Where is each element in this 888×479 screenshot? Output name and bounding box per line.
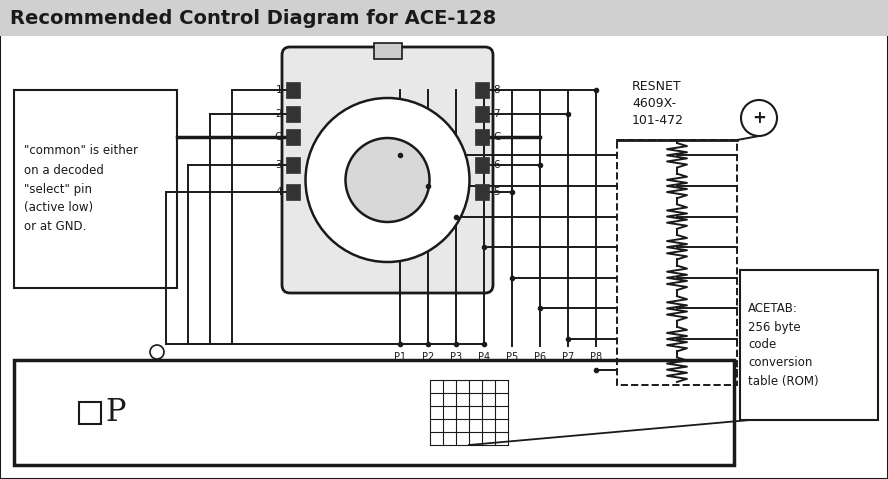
Circle shape [150,345,164,359]
Text: 1: 1 [275,85,282,95]
Text: P8: P8 [590,352,602,362]
Text: C: C [493,132,500,142]
Text: Recommended Control Diagram for ACE-128: Recommended Control Diagram for ACE-128 [10,9,496,27]
Text: RESNET
4609X-
101-472: RESNET 4609X- 101-472 [632,80,684,127]
Circle shape [741,100,777,136]
Text: P4: P4 [478,352,490,362]
Text: P1: P1 [394,352,406,362]
Bar [286,82,300,98]
Bar [286,129,300,145]
Text: C: C [274,132,282,142]
Bar [286,184,300,200]
Bar [475,106,489,122]
Text: 5: 5 [493,187,500,197]
Bar [14,360,734,465]
Text: 6: 6 [493,160,500,170]
Bar [617,140,737,385]
Text: P6: P6 [534,352,546,362]
Bar [740,270,878,420]
Bar [0,0,888,36]
Bar [286,157,300,173]
Text: "common" is either
on a decoded
"select" pin
(active low)
or at GND.: "common" is either on a decoded "select"… [24,145,138,233]
Text: 3: 3 [275,160,282,170]
Text: P7: P7 [562,352,575,362]
Bar [374,43,401,59]
Text: P5: P5 [506,352,518,362]
Text: P: P [105,397,125,428]
Bar [79,401,101,423]
Circle shape [305,98,470,262]
Bar [14,90,177,288]
Text: P2: P2 [422,352,434,362]
Text: 7: 7 [493,109,500,119]
Bar [475,184,489,200]
Text: +: + [752,109,766,127]
Circle shape [345,138,430,222]
Text: P3: P3 [450,352,462,362]
Text: 8: 8 [493,85,500,95]
Text: 2: 2 [275,109,282,119]
Bar [475,157,489,173]
Bar [286,106,300,122]
FancyBboxPatch shape [282,47,493,293]
Text: 4: 4 [275,187,282,197]
Bar [475,82,489,98]
Bar [475,129,489,145]
Text: ACETAB:
256 byte
code
conversion
table (ROM): ACETAB: 256 byte code conversion table (… [748,303,819,388]
